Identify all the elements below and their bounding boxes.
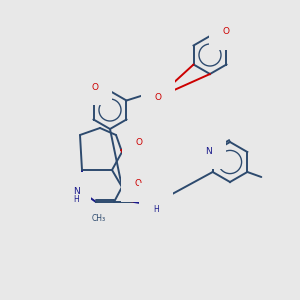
Text: H: H [71,194,77,203]
Text: O: O [85,82,92,91]
Text: H: H [153,206,159,214]
Text: N: N [205,146,212,155]
Text: O: O [134,179,142,188]
Text: O: O [223,28,230,37]
Text: N: N [153,196,159,206]
Text: O: O [155,93,162,102]
Text: N: N [70,185,77,194]
Text: H: H [73,196,79,205]
Text: H: H [71,194,77,203]
Text: O: O [135,138,142,147]
Text: N: N [70,188,77,196]
Text: N: N [73,187,80,196]
Text: CH₃: CH₃ [92,214,106,224]
Text: O: O [92,82,98,91]
